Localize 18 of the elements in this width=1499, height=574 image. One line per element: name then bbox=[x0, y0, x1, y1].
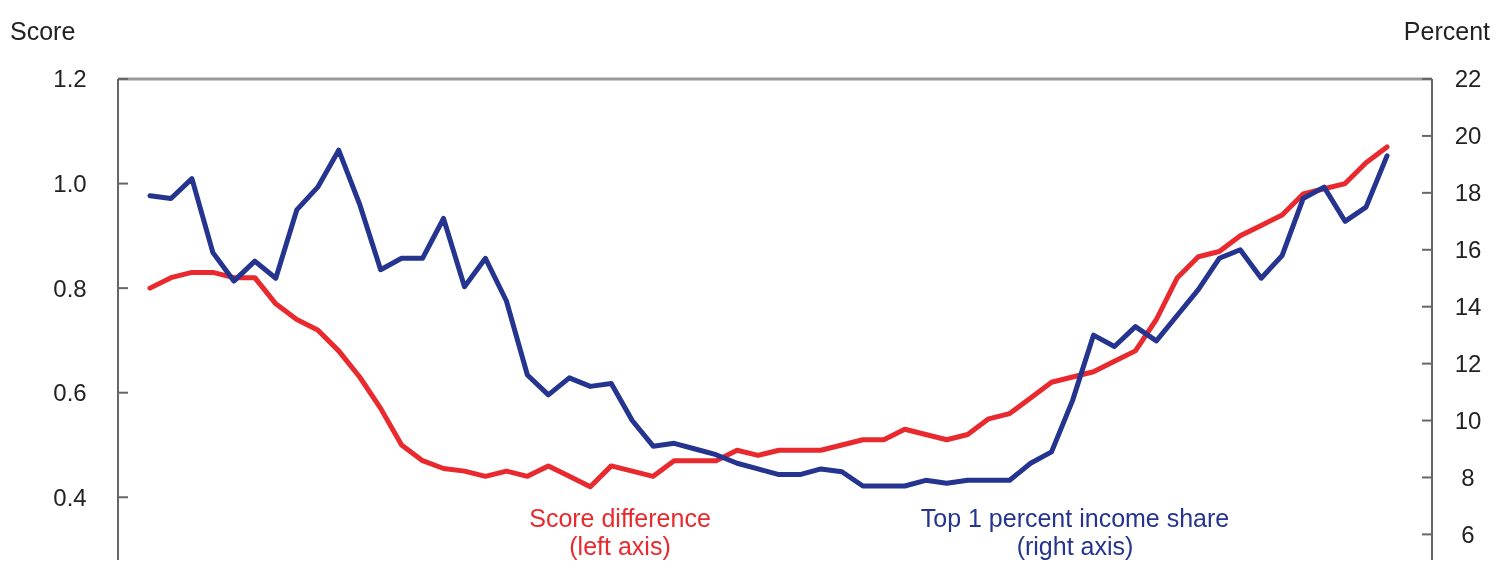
y-tick-label: 1.0 bbox=[53, 169, 87, 197]
y2-tick-label: 14 bbox=[1454, 293, 1482, 321]
series-label: Score difference (left axis) bbox=[529, 504, 711, 560]
y2-tick-label: 10 bbox=[1454, 406, 1482, 434]
y2-axis-title: Percent bbox=[1403, 17, 1491, 45]
series-label: Top 1 percent income share (right axis) bbox=[920, 504, 1230, 560]
y2-tick-label: 20 bbox=[1454, 122, 1482, 150]
y-tick-label: 1.2 bbox=[53, 65, 87, 93]
y-tick-label: 0.8 bbox=[53, 274, 87, 302]
y-axis-title: Score bbox=[10, 17, 76, 45]
y2-tick-label: 8 bbox=[1461, 463, 1475, 491]
y2-tick-label: 18 bbox=[1454, 179, 1482, 207]
y-tick-label: 0.4 bbox=[53, 483, 87, 511]
y-tick-label: 0.6 bbox=[53, 379, 87, 407]
y2-tick-label: 6 bbox=[1461, 520, 1475, 548]
y2-tick-label: 16 bbox=[1454, 236, 1482, 264]
y2-tick-label: 22 bbox=[1454, 65, 1482, 93]
y2-tick-label: 12 bbox=[1454, 350, 1482, 378]
